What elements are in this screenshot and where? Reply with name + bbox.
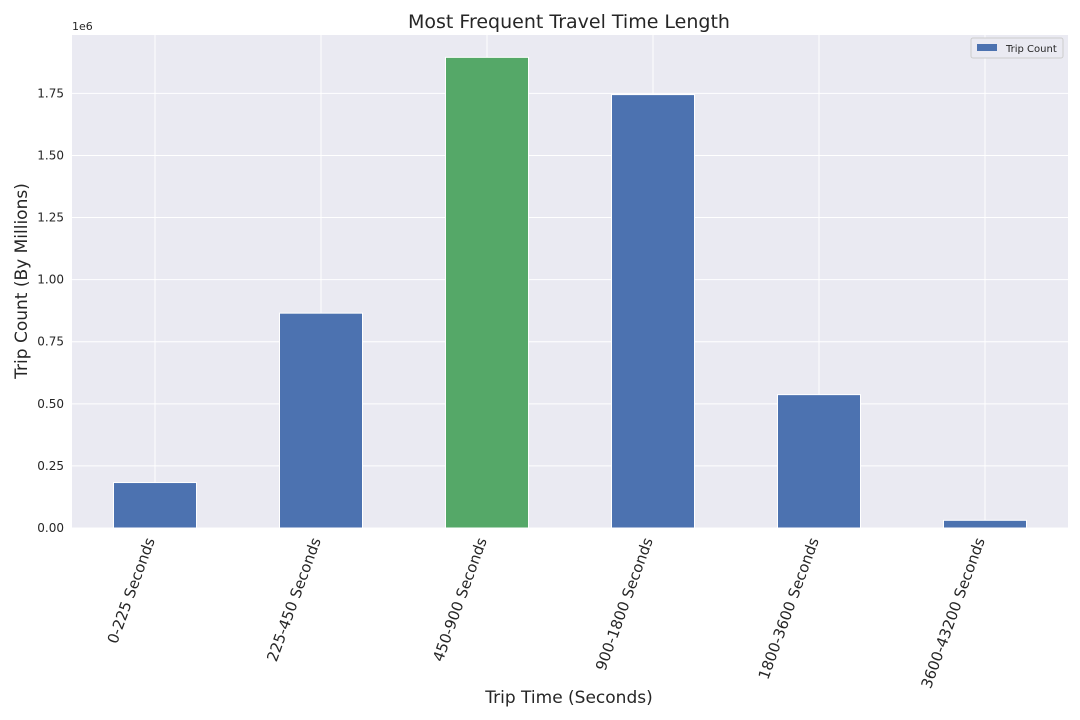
bar xyxy=(113,482,197,529)
plot-area xyxy=(72,35,1068,528)
x-tick-label: 3600-43200 Seconds xyxy=(917,535,988,691)
bar xyxy=(943,519,1027,529)
legend-label: Trip Count xyxy=(1005,44,1057,55)
x-tick-labels: 0-225 Seconds 225-450 Seconds 450-900 Seco… xyxy=(104,535,989,691)
legend-swatch xyxy=(977,44,997,51)
legend-box xyxy=(970,37,1064,59)
x-tick-label: 0-225 Seconds xyxy=(104,535,159,646)
y-tick-label: 0.00 xyxy=(37,521,64,535)
y-tick-labels: 0.00 0.25 0.50 0.75 1.00 1.25 1.50 1.75 xyxy=(37,86,64,535)
bar xyxy=(445,56,529,529)
y-tick-label: 0.25 xyxy=(37,459,64,473)
y-axis-label: Trip Count (By Millions) xyxy=(12,183,32,380)
y-tick-label: 0.75 xyxy=(37,335,64,349)
y-tick-label: 0.50 xyxy=(37,397,64,411)
x-tick-label: 900-1800 Seconds xyxy=(592,535,657,673)
bar xyxy=(611,94,695,529)
x-tick-label: 1800-3600 Seconds xyxy=(755,535,823,682)
y-scale-label: 1e6 xyxy=(72,20,93,33)
chart-title: Most Frequent Travel Time Length xyxy=(408,11,730,33)
y-tick-label: 1.00 xyxy=(37,273,64,287)
bars xyxy=(113,56,1027,529)
legend: Trip Count xyxy=(970,37,1064,59)
y-tick-label: 1.25 xyxy=(37,211,64,225)
y-tick-label: 1.50 xyxy=(37,148,64,162)
bar xyxy=(777,394,861,529)
x-tick-label: 225-450 Seconds xyxy=(263,535,325,664)
x-axis-label: Trip Time (Seconds) xyxy=(484,688,653,708)
x-tick-label: 450-900 Seconds xyxy=(429,535,491,664)
bar xyxy=(279,312,363,529)
y-tick-label: 1.75 xyxy=(37,86,64,100)
